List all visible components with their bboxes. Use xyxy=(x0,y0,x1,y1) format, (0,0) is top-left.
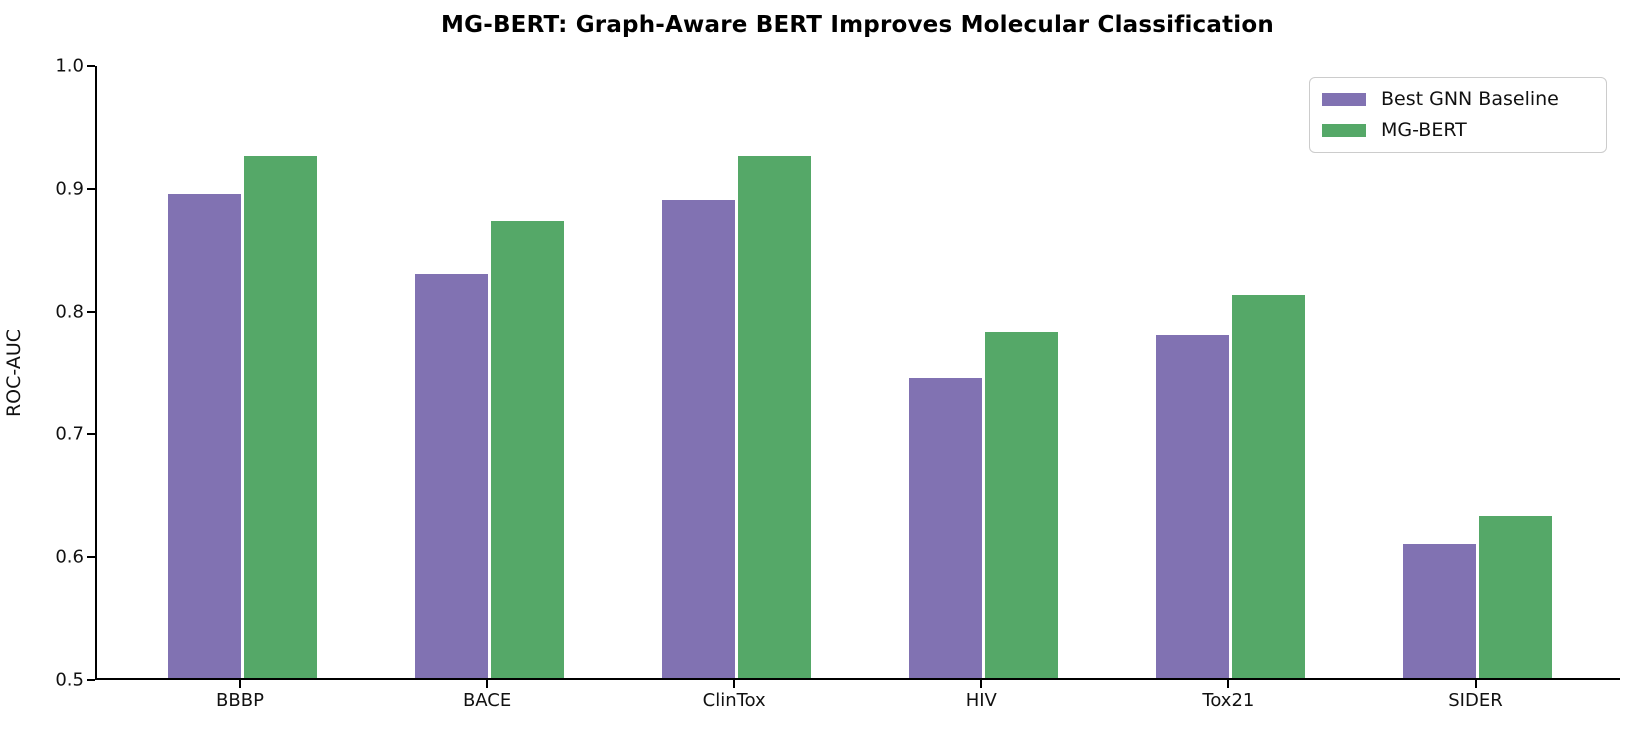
legend-row: Best GNN Baseline xyxy=(1322,88,1592,110)
bar-BBBP-mgbert xyxy=(243,156,317,678)
x-tick-mark xyxy=(239,680,241,688)
bar-BBBP-baseline xyxy=(167,194,241,678)
bar-HIV-baseline xyxy=(908,378,982,678)
x-tick-label-BACE: BACE xyxy=(462,690,512,711)
y-tick-mark xyxy=(87,65,95,67)
plot-area xyxy=(95,66,1620,680)
y-tick-mark xyxy=(87,556,95,559)
bar-SIDER-mgbert xyxy=(1479,515,1552,678)
legend: Best GNN Baseline MG-BERT xyxy=(1309,77,1607,153)
y-tick-label: 1.0 xyxy=(55,55,84,77)
y-tick-mark xyxy=(87,187,95,190)
legend-swatch xyxy=(1322,92,1366,106)
x-tick-label-SIDER: SIDER xyxy=(1448,690,1503,711)
x-tick-label-HIV: HIV xyxy=(965,690,997,711)
x-tick-mark xyxy=(980,680,983,688)
x-tick-mark xyxy=(486,680,489,688)
x-tick-label-BBBP: BBBP xyxy=(216,690,264,711)
bar-ClinTox-baseline xyxy=(661,200,735,678)
x-tick-mark xyxy=(1227,680,1230,688)
x-tick-mark xyxy=(733,680,736,688)
y-tick-mark xyxy=(87,433,95,436)
legend-swatch xyxy=(1322,123,1366,137)
x-tick-mark xyxy=(1474,680,1477,688)
bar-Tox21-baseline xyxy=(1155,335,1229,678)
y-tick-mark xyxy=(87,679,95,681)
x-tick-label-Tox21: Tox21 xyxy=(1202,690,1255,711)
y-tick-label: 0.6 xyxy=(55,546,84,568)
bar-SIDER-baseline xyxy=(1403,544,1476,678)
legend-row: MG-BERT xyxy=(1322,119,1592,141)
y-tick-label: 0.9 xyxy=(55,178,84,200)
y-tick-mark xyxy=(87,310,95,313)
bar-BACE-mgbert xyxy=(490,221,564,678)
y-tick-label: 0.8 xyxy=(55,301,84,323)
x-tick-label-ClinTox: ClinTox xyxy=(702,690,766,711)
bar-Tox21-mgbert xyxy=(1231,294,1305,678)
chart-title: MG-BERT: Graph-Aware BERT Improves Molec… xyxy=(441,12,1274,38)
bar-ClinTox-mgbert xyxy=(737,156,811,678)
bar-HIV-mgbert xyxy=(984,331,1058,678)
legend-label: MG-BERT xyxy=(1381,119,1467,141)
bar-BACE-baseline xyxy=(414,274,488,678)
legend-label: Best GNN Baseline xyxy=(1381,88,1559,110)
y-tick-label: 0.7 xyxy=(55,423,84,445)
y-axis-label: ROC-AUC xyxy=(3,328,25,418)
y-tick-label: 0.5 xyxy=(55,669,84,691)
